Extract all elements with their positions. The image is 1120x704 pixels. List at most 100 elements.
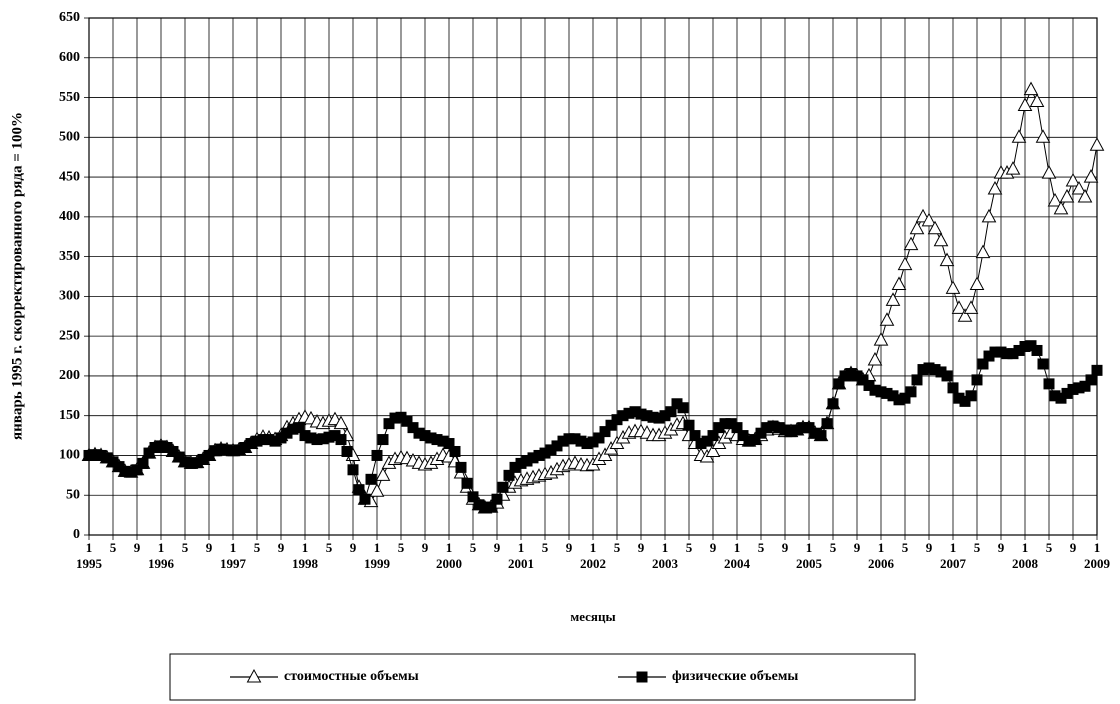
- data-point: [1037, 358, 1049, 370]
- x-tick-label: 1: [734, 540, 741, 555]
- data-point: [521, 455, 533, 467]
- data-point: [995, 346, 1007, 358]
- data-point: [1049, 390, 1061, 402]
- data-point: [1011, 129, 1027, 143]
- year-label: 2000: [436, 556, 462, 571]
- data-point: [1007, 348, 1019, 360]
- data-point: [375, 467, 391, 481]
- y-tick-label: 50: [66, 487, 80, 502]
- y-tick-label: 600: [59, 50, 80, 65]
- x-tick-label: 5: [1046, 540, 1053, 555]
- data-point: [101, 452, 113, 464]
- x-tick-label: 5: [542, 540, 549, 555]
- y-tick-label: 400: [59, 209, 80, 224]
- data-point: [347, 464, 359, 476]
- data-point: [743, 435, 755, 447]
- data-point: [317, 433, 329, 445]
- data-point: [611, 414, 623, 426]
- data-point: [1019, 340, 1031, 352]
- data-point: [239, 442, 251, 454]
- data-point: [533, 449, 545, 461]
- data-point: [659, 410, 671, 422]
- data-point: [467, 491, 479, 503]
- data-point: [1005, 161, 1021, 175]
- data-point: [947, 382, 959, 394]
- x-tick-label: 1: [302, 540, 309, 555]
- data-point: [975, 244, 991, 259]
- data-point: [701, 435, 713, 447]
- data-point: [209, 445, 221, 457]
- year-label: 2005: [796, 556, 823, 571]
- data-point: [749, 434, 761, 446]
- y-tick-label: 0: [73, 527, 80, 542]
- x-tick-label: 1: [806, 540, 813, 555]
- x-tick-label: 5: [974, 540, 981, 555]
- data-point: [479, 501, 491, 513]
- data-point: [965, 390, 977, 402]
- data-point: [731, 422, 743, 434]
- data-point: [779, 424, 791, 436]
- year-label: 1995: [76, 556, 103, 571]
- data-point: [885, 292, 901, 306]
- year-label: 1997: [220, 556, 247, 571]
- legend-label: физические объемы: [672, 669, 798, 684]
- data-point: [1079, 380, 1091, 392]
- data-point: [107, 456, 119, 468]
- x-tick-label: 9: [494, 540, 501, 555]
- year-label: 2009: [1084, 556, 1111, 571]
- x-tick-label: 9: [1070, 540, 1077, 555]
- data-point: [927, 220, 943, 235]
- x-tick-label: 1: [950, 540, 957, 555]
- data-point: [705, 443, 721, 457]
- x-tick-label: 9: [854, 540, 861, 555]
- data-point: [909, 220, 925, 235]
- x-tick-label: 5: [182, 540, 189, 555]
- year-label: 1996: [148, 556, 175, 571]
- data-point: [1071, 180, 1087, 195]
- y-tick-label: 500: [59, 130, 80, 145]
- data-point: [857, 374, 869, 386]
- data-point: [821, 418, 833, 430]
- data-point: [131, 464, 143, 476]
- data-point: [665, 406, 677, 418]
- data-point: [983, 350, 995, 362]
- x-axis-title: месяцы: [570, 609, 615, 624]
- data-point: [623, 407, 635, 419]
- data-point: [899, 392, 911, 404]
- data-point: [1013, 344, 1025, 356]
- x-tick-label: 9: [206, 540, 213, 555]
- data-point: [443, 438, 455, 450]
- x-tick-label: 1: [446, 540, 453, 555]
- data-point: [939, 252, 955, 267]
- data-point: [557, 435, 569, 447]
- data-point: [1043, 378, 1055, 390]
- data-point: [1059, 188, 1075, 203]
- data-point: [893, 394, 905, 406]
- data-point: [83, 449, 95, 461]
- data-point: [689, 430, 701, 442]
- y-tick-label: 650: [59, 10, 80, 25]
- data-point: [887, 390, 899, 402]
- data-point: [527, 452, 539, 464]
- y-tick-label: 200: [59, 368, 80, 383]
- data-point: [1055, 392, 1067, 404]
- x-tick-label: 9: [278, 540, 285, 555]
- data-point: [371, 449, 383, 461]
- data-point: [737, 430, 749, 442]
- y-tick-label: 150: [59, 408, 80, 423]
- data-point: [425, 432, 437, 444]
- data-point: [191, 457, 203, 469]
- data-point: [989, 346, 1001, 358]
- year-label: 1998: [292, 556, 319, 571]
- data-point: [879, 312, 895, 326]
- legend-marker: [246, 668, 262, 683]
- data-point: [959, 395, 971, 407]
- y-tick-label: 350: [59, 249, 80, 264]
- data-point: [299, 430, 311, 442]
- data-point: [449, 445, 461, 457]
- x-tick-label: 9: [134, 540, 141, 555]
- data-point: [563, 433, 575, 445]
- data-point: [515, 457, 527, 469]
- data-point: [1077, 188, 1093, 203]
- y-tick-label: 100: [59, 448, 80, 463]
